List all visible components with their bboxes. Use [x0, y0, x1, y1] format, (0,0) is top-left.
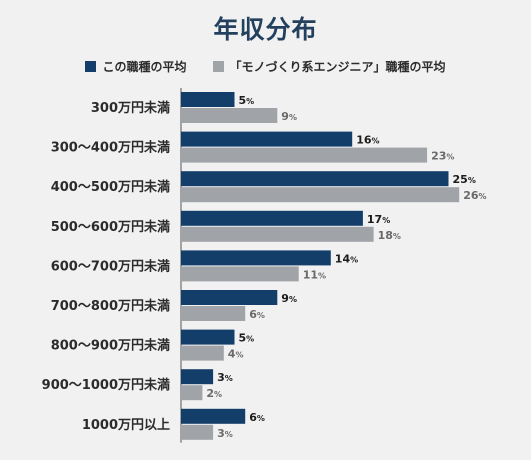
legend-item-secondary: 「モノづくり系エンジニア」職種の平均 — [212, 58, 446, 75]
legend-swatch-primary — [85, 61, 97, 72]
data-label: 3% — [217, 427, 233, 440]
data-label: 5% — [239, 94, 255, 107]
category-label: 700〜800万円未満 — [51, 298, 170, 314]
data-label: 9% — [281, 292, 297, 305]
bar-primary — [181, 250, 331, 266]
bar-primary — [181, 210, 363, 226]
bar-secondary — [181, 306, 246, 321]
data-label: 9% — [281, 110, 297, 123]
bar-secondary — [181, 424, 214, 440]
bar-secondary — [181, 345, 224, 361]
chart-title: 年収分布 — [213, 15, 318, 44]
data-label: 11% — [303, 268, 326, 281]
category-label: 300〜400万円未満 — [51, 140, 170, 156]
data-label: 4% — [228, 348, 244, 361]
bar-secondary — [181, 187, 460, 203]
data-label: 26% — [463, 189, 486, 202]
bar-secondary — [181, 147, 428, 163]
legend-swatch-secondary — [212, 61, 224, 72]
category-label: 900〜1000万円未満 — [42, 377, 170, 393]
legend-label-secondary: 「モノづくり系エンジニア」職種の平均 — [229, 60, 446, 74]
category-label: 800〜900万円未満 — [51, 338, 170, 354]
bar-secondary — [181, 385, 203, 401]
data-label: 3% — [217, 371, 233, 384]
data-label: 5% — [239, 332, 255, 345]
bar-secondary — [181, 266, 299, 282]
data-label: 18% — [378, 229, 401, 242]
data-label: 2% — [206, 387, 222, 400]
legend-item-primary: この職種の平均 — [85, 58, 187, 75]
data-label: 14% — [335, 252, 358, 265]
bar-primary — [181, 92, 235, 107]
data-label: 16% — [356, 134, 379, 147]
bar-primary — [181, 408, 246, 424]
data-label: 25% — [453, 173, 476, 186]
category-label: 1000万円以上 — [82, 418, 170, 433]
bar-primary — [181, 329, 235, 345]
data-label: 6% — [249, 308, 265, 321]
category-label: 500〜600万円未満 — [51, 219, 170, 235]
bar-primary — [181, 369, 214, 385]
bar-secondary — [181, 108, 278, 123]
category-label: 400〜500万円未満 — [51, 179, 170, 195]
legend-label-primary: この職種の平均 — [102, 60, 187, 74]
bar-primary — [181, 131, 353, 147]
data-label: 6% — [249, 411, 265, 424]
bar-secondary — [181, 226, 374, 242]
data-label: 23% — [431, 150, 454, 163]
data-label: 17% — [367, 213, 390, 226]
bar-primary — [181, 290, 278, 305]
bar-primary — [181, 171, 449, 187]
category-label: 300万円未満 — [91, 100, 170, 116]
legend: この職種の平均 「モノづくり系エンジニア」職種の平均 — [0, 58, 531, 75]
category-label: 600〜700万円未満 — [51, 258, 170, 274]
